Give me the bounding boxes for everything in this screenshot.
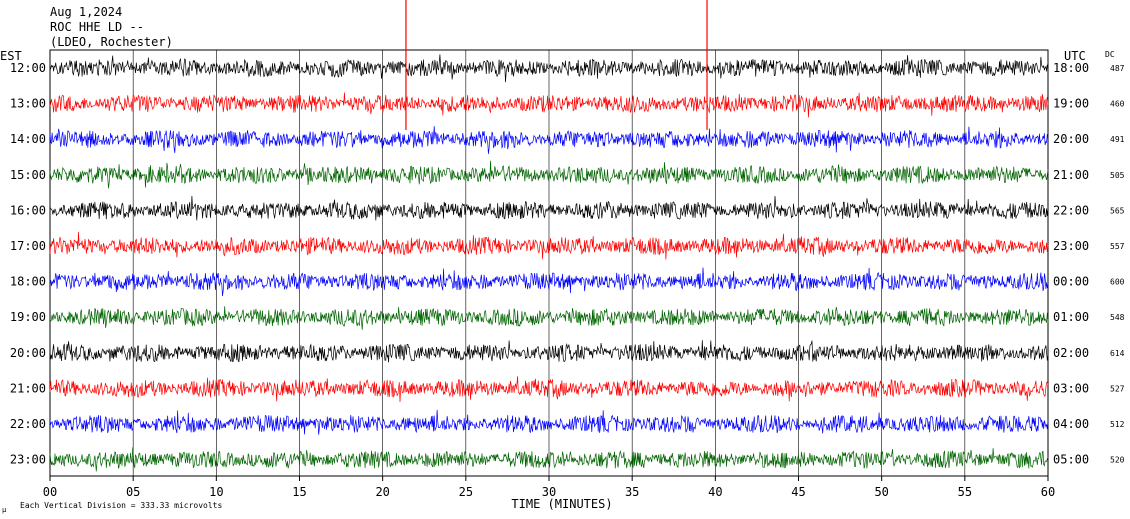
x-tick-label: 45 — [791, 485, 805, 499]
utc-hour-label: 01:00 — [1053, 310, 1089, 324]
seismic-traces — [49, 54, 1049, 472]
event-markers — [405, 0, 708, 130]
trace-line — [49, 195, 1049, 221]
est-hour-label: 13:00 — [10, 97, 46, 111]
dc-offset-label: 527 — [1110, 384, 1125, 393]
header-date: Aug 1,2024 — [50, 5, 122, 19]
trace-line — [49, 267, 1049, 297]
est-hour-label: 17:00 — [10, 239, 46, 253]
scale-mark: μ — [2, 506, 7, 514]
x-tick-label: 00 — [43, 485, 57, 499]
x-tick-label: 20 — [375, 485, 389, 499]
est-hour-label: 15:00 — [10, 168, 46, 182]
utc-hour-label: 05:00 — [1053, 453, 1089, 467]
dc-offset-label: 505 — [1110, 171, 1125, 180]
dc-offset-label: 600 — [1110, 278, 1125, 287]
trace-line — [49, 409, 1049, 435]
dc-offset-label: 565 — [1110, 206, 1125, 215]
trace-line — [49, 92, 1049, 118]
x-tick-label: 10 — [209, 485, 223, 499]
dc-offset-label: 460 — [1110, 100, 1125, 109]
x-tick-label: 50 — [874, 485, 888, 499]
utc-hour-label: 19:00 — [1053, 97, 1089, 111]
x-tick-label: 25 — [459, 485, 473, 499]
utc-hour-label: 20:00 — [1053, 132, 1089, 146]
trace-line — [49, 447, 1049, 472]
utc-hour-label: 02:00 — [1053, 346, 1089, 360]
trace-line — [49, 306, 1049, 330]
x-tick-label: 15 — [292, 485, 306, 499]
est-hour-label: 14:00 — [10, 132, 46, 146]
est-hour-label: 18:00 — [10, 275, 46, 289]
utc-hour-labels: 18:00 19:00 20:00 21:00 22:00 23:00 00:00 01:00… — [1053, 61, 1089, 467]
trace-line — [49, 376, 1049, 403]
header-station: ROC HHE LD -- — [50, 20, 144, 34]
x-tick-label: 35 — [625, 485, 639, 499]
utc-hour-label: 18:00 — [1053, 61, 1089, 75]
dc-offset-label: 548 — [1110, 313, 1125, 322]
x-tick-label: 05 — [126, 485, 140, 499]
dc-offset-label: 512 — [1110, 420, 1125, 429]
x-tick-label: 30 — [542, 485, 556, 499]
est-hour-label: 16:00 — [10, 203, 46, 217]
utc-hour-label: 22:00 — [1053, 203, 1089, 217]
est-hour-label: 19:00 — [10, 310, 46, 324]
scale-note: Each Vertical Division = 333.33 microvol… — [20, 501, 222, 510]
dc-offset-label: 520 — [1110, 456, 1125, 465]
utc-hour-label: 00:00 — [1053, 275, 1089, 289]
left-timezone-label: EST — [0, 49, 22, 63]
utc-hour-label: 03:00 — [1053, 381, 1089, 395]
est-hour-labels: 12:00 13:00 14:00 15:00 16:00 17:00 18:00 19:00… — [10, 61, 46, 467]
dc-offset-label: 491 — [1110, 135, 1125, 144]
est-hour-label: 20:00 — [10, 346, 46, 360]
header-network: (LDEO, Rochester) — [50, 35, 173, 49]
utc-hour-label: 04:00 — [1053, 417, 1089, 431]
trace-line — [49, 340, 1049, 363]
trace-line — [49, 54, 1049, 83]
utc-hour-label: 21:00 — [1053, 168, 1089, 182]
dc-header-label: DC — [1105, 50, 1115, 59]
right-timezone-label: UTC — [1064, 49, 1086, 63]
x-tick-label: 40 — [708, 485, 722, 499]
dc-offset-labels: 487 460 491 505 565 557 600 548 614 527 512 520 — [1110, 64, 1125, 465]
x-tick-labels: 00 05 10 15 20 25 30 35 40 45 50 55 60 — [43, 476, 1055, 499]
est-hour-label: 12:00 — [10, 61, 46, 75]
x-axis-title: TIME (MINUTES) — [511, 497, 612, 511]
dc-offset-label: 487 — [1110, 64, 1125, 73]
est-hour-label: 23:00 — [10, 453, 46, 467]
dc-offset-label: 614 — [1110, 349, 1125, 358]
minute-gridlines — [132, 50, 966, 476]
est-hour-label: 21:00 — [10, 381, 46, 395]
est-hour-label: 22:00 — [10, 417, 46, 431]
x-tick-label: 55 — [958, 485, 972, 499]
trace-line — [49, 126, 1049, 154]
dc-offset-label: 557 — [1110, 242, 1125, 251]
utc-hour-label: 23:00 — [1053, 239, 1089, 253]
trace-line — [49, 231, 1049, 260]
trace-line — [49, 160, 1049, 189]
x-tick-label: 60 — [1041, 485, 1055, 499]
